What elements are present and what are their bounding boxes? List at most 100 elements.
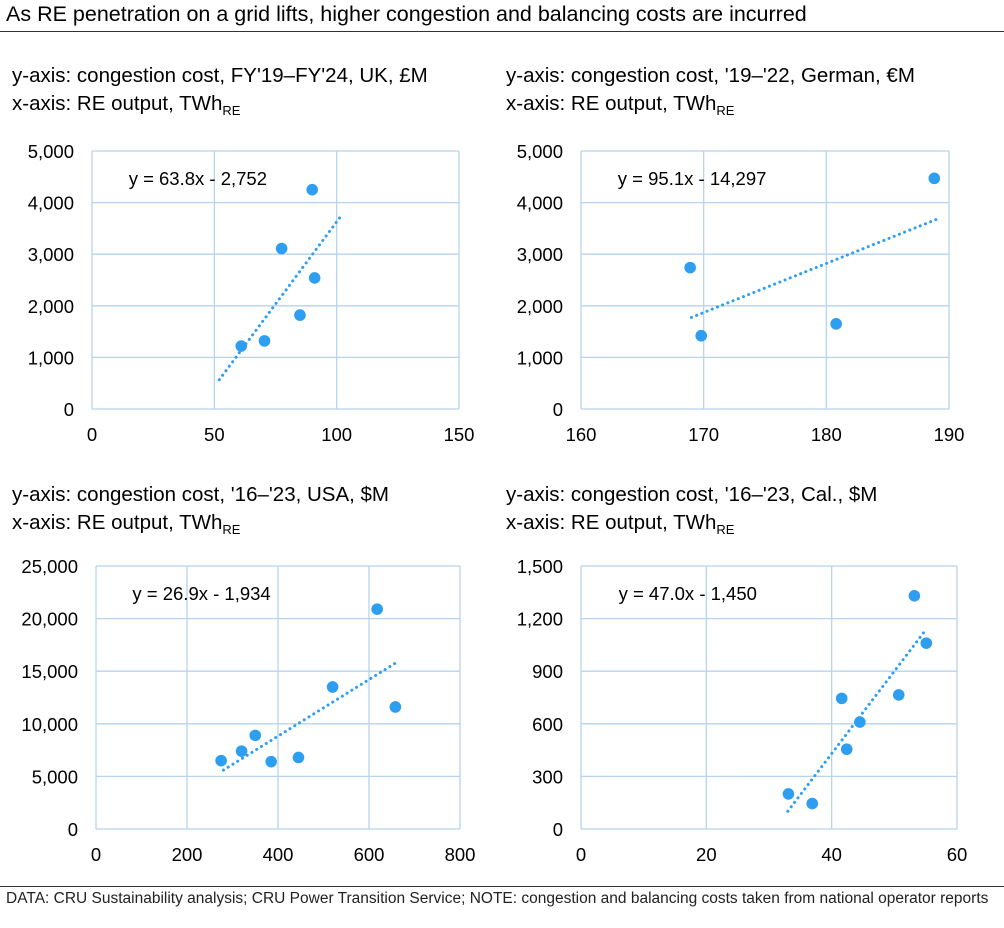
- y-tick-label: 1,000: [517, 347, 563, 368]
- x-axis-description: x-axis: RE output, TWhRE: [12, 509, 389, 537]
- trendline: [221, 661, 398, 772]
- y-tick-label: 3,000: [28, 244, 74, 265]
- x-tick-label: 190: [934, 424, 965, 445]
- x-axis-description: x-axis: RE output, TWhRE: [506, 509, 877, 537]
- x-tick-label: 0: [91, 844, 101, 865]
- x-axis-description-text: x-axis: RE output, TWh: [506, 511, 717, 534]
- x-tick-label: 100: [321, 424, 352, 445]
- x-tick-label: 170: [688, 424, 719, 445]
- data-point: [371, 603, 383, 615]
- data-point: [275, 242, 288, 255]
- x-tick-label: 0: [576, 844, 586, 865]
- y-tick-label: 2,000: [517, 296, 563, 317]
- x-axis-description: x-axis: RE output, TWhRE: [12, 90, 428, 118]
- data-point: [215, 754, 227, 767]
- y-axis-description: y-axis: congestion cost, '16–'23, Cal., …: [506, 483, 878, 506]
- y-tick-label: 0: [64, 399, 74, 420]
- panel-usa-header: y-axis: congestion cost, '16–'23, USA, $…: [12, 481, 389, 537]
- x-tick-label: 40: [821, 844, 842, 865]
- y-tick-label: 5,000: [517, 141, 563, 162]
- data-point: [306, 183, 319, 196]
- x-axis-description: x-axis: RE output, TWhRE: [506, 90, 915, 118]
- data-point: [235, 340, 248, 352]
- x-tick-label: 400: [263, 844, 294, 865]
- chart-california: 0 300 600 900 1,200 1,500 0 20 40 60 y = 47.0x - 1…: [517, 556, 968, 865]
- x-tick-label: 200: [172, 844, 203, 865]
- y-tick-label: 4,000: [517, 193, 563, 214]
- data-point: [265, 755, 277, 768]
- data-point: [695, 329, 708, 342]
- y-tick-label: 600: [532, 714, 563, 735]
- x-tick-label: 600: [354, 844, 385, 865]
- data-point: [249, 729, 262, 742]
- data-point: [854, 716, 866, 728]
- title-divider: [0, 31, 1004, 32]
- data-point: [235, 745, 248, 757]
- data-point: [835, 692, 848, 705]
- trendline: [689, 217, 939, 319]
- y-axis-description: y-axis: congestion cost, FY'19–FY'24, UK…: [12, 64, 428, 87]
- footer-note: DATA: CRU Sustainability analysis; CRU P…: [6, 890, 989, 907]
- x-axis-description-text: x-axis: RE output, TWh: [506, 92, 717, 115]
- x-tick-label: 800: [445, 844, 476, 865]
- data-point: [840, 743, 853, 756]
- data-point: [326, 681, 339, 693]
- y-tick-label: 3,000: [517, 244, 563, 265]
- panel-california-header: y-axis: congestion cost, '16–'23, Cal., …: [506, 481, 877, 537]
- x-tick-label: 20: [696, 844, 717, 865]
- data-point: [292, 751, 305, 764]
- y-tick-label: 900: [532, 661, 563, 682]
- data-point: [806, 797, 819, 810]
- y-tick-label: 2,000: [28, 296, 74, 317]
- y-tick-label: 5,000: [32, 766, 78, 787]
- x-axis-description-subscript: RE: [222, 522, 241, 537]
- trendline: [786, 628, 928, 813]
- x-tick-label: 60: [947, 844, 968, 865]
- y-tick-label: 15,000: [21, 661, 78, 682]
- x-axis-description-text: x-axis: RE output, TWh: [12, 92, 223, 115]
- y-tick-label: 1,000: [28, 347, 74, 368]
- data-point: [830, 318, 842, 330]
- data-point: [308, 272, 321, 284]
- panel-uk-header: y-axis: congestion cost, FY'19–FY'24, UK…: [12, 62, 428, 118]
- y-axis-description: y-axis: congestion cost, '19–'22, German…: [506, 64, 915, 87]
- x-axis-description-text: x-axis: RE output, TWh: [12, 511, 223, 534]
- data-point: [782, 788, 795, 800]
- y-tick-label: 1,500: [517, 556, 563, 577]
- footer-divider: [0, 886, 1004, 887]
- regression-equation: y = 26.9x - 1,934: [132, 583, 270, 604]
- y-tick-label: 20,000: [21, 609, 78, 630]
- panel-germany-header: y-axis: congestion cost, '19–'22, German…: [506, 62, 915, 118]
- y-tick-label: 10,000: [21, 714, 78, 735]
- data-point: [928, 172, 941, 185]
- x-tick-label: 50: [204, 424, 225, 445]
- data-point: [684, 261, 696, 274]
- x-tick-label: 150: [444, 424, 475, 445]
- chart-usa: 0 5,000 10,000 15,000 20,000 25,000 0 200 400 600…: [21, 556, 475, 865]
- data-point: [908, 590, 921, 602]
- x-axis-description-subscript: RE: [222, 103, 241, 118]
- x-tick-label: 160: [566, 424, 597, 445]
- chart-germany: 0 1,000 2,000 3,000 4,000 5,000 160 170 180 190 y …: [517, 141, 965, 445]
- y-tick-label: 25,000: [21, 556, 78, 577]
- y-tick-label: 5,000: [28, 141, 74, 162]
- y-tick-label: 300: [532, 766, 563, 787]
- regression-equation: y = 63.8x - 2,752: [129, 168, 267, 189]
- y-tick-label: 1,200: [517, 609, 563, 630]
- trendline: [217, 213, 344, 382]
- y-tick-label: 0: [68, 819, 78, 840]
- data-point: [389, 701, 402, 713]
- data-point: [294, 309, 306, 321]
- regression-equation: y = 47.0x - 1,450: [619, 583, 757, 604]
- regression-equation: y = 95.1x - 14,297: [618, 168, 767, 189]
- y-axis-description: y-axis: congestion cost, '16–'23, USA, $…: [12, 483, 390, 506]
- x-tick-label: 180: [811, 424, 842, 445]
- data-point: [258, 335, 271, 347]
- chart-uk: 0 1,000 2,000 3,000 4,000 5,000 0 50 100 150 y = 6…: [28, 141, 475, 445]
- x-axis-description-subscript: RE: [716, 103, 735, 118]
- data-point: [892, 689, 905, 701]
- y-tick-label: 0: [553, 399, 563, 420]
- x-tick-label: 0: [87, 424, 97, 445]
- x-axis-description-subscript: RE: [716, 522, 735, 537]
